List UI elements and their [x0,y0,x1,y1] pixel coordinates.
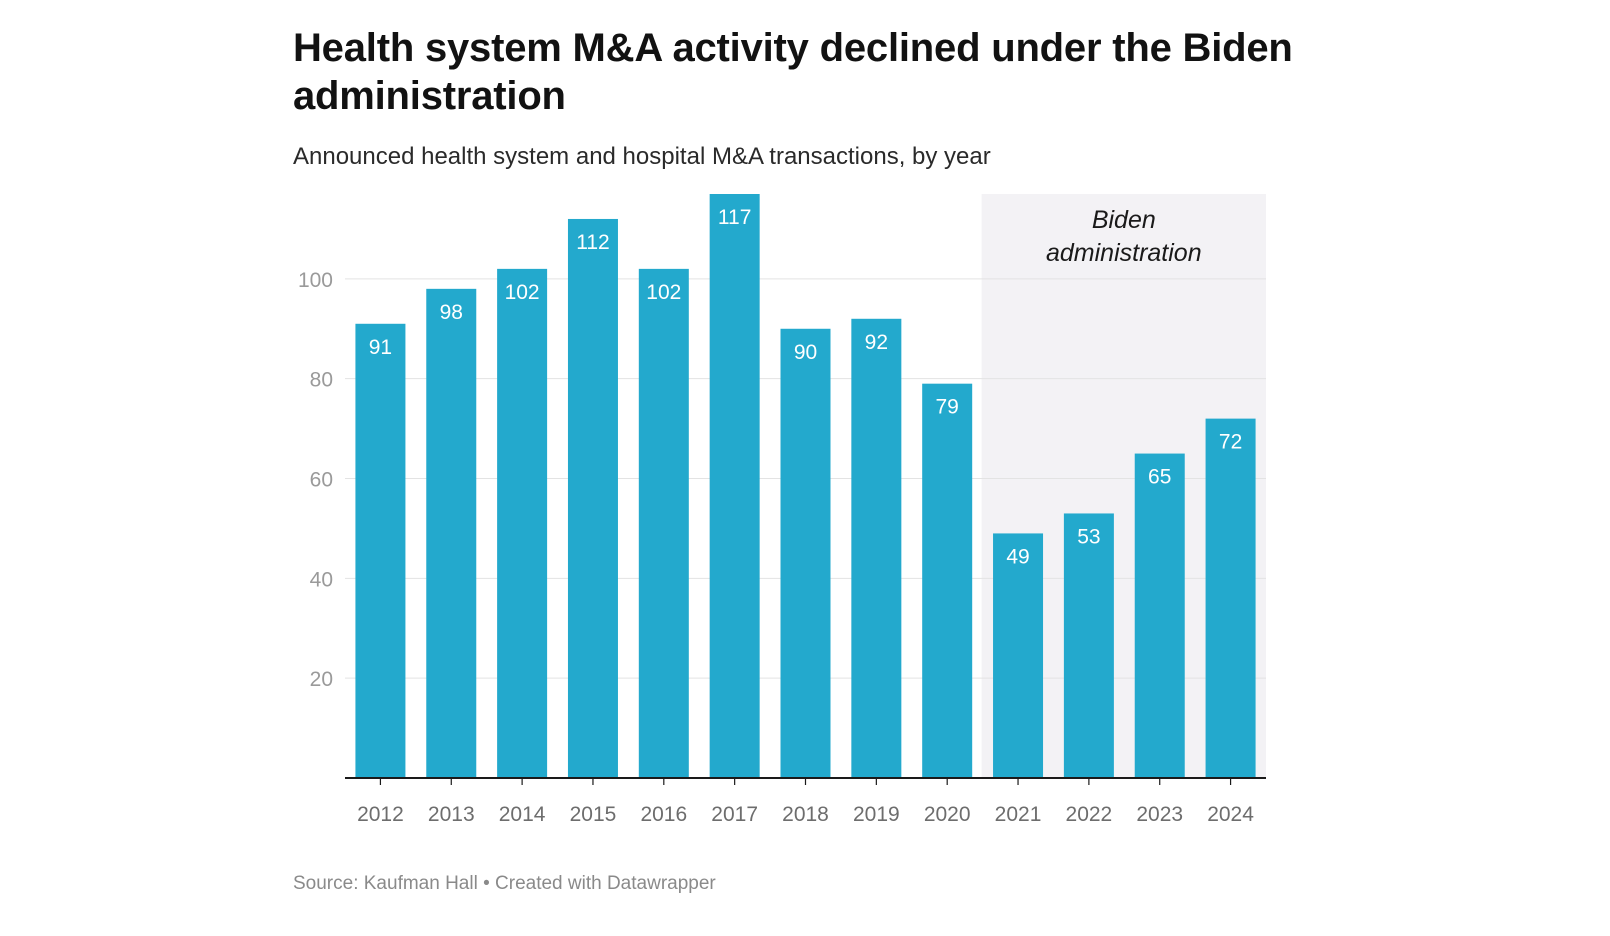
chart-subtitle: Announced health system and hospital M&A… [293,143,991,170]
y-tick-label: 20 [310,668,333,691]
bar-2024 [1205,418,1256,778]
bar-2018 [780,328,831,778]
bar-2014 [497,268,548,778]
bar-2020 [922,383,973,778]
biden-administration-label: administration [1046,239,1202,267]
x-tick-label: 2021 [995,803,1042,826]
bar-value-label: 49 [1006,545,1029,568]
y-tick-label: 100 [298,269,333,292]
bar-value-label: 91 [369,336,392,359]
biden-administration-label: Biden [1092,206,1156,234]
x-axis-labels: 2012 2013 2014 2015 2016 2017 2018 2019 2020 2021… [357,803,1254,826]
bar-2019 [851,318,902,778]
x-tick-label: 2022 [1066,803,1113,826]
bar-value-label: 92 [865,331,888,354]
x-tick-label: 2018 [782,803,829,826]
bar-value-label: 65 [1148,466,1171,489]
y-tick-label: 60 [310,469,333,492]
bar-value-labels: 91 98 102 112 102 117 90 92 79 49 53 65 72 [369,206,1243,568]
x-tick-label: 2015 [570,803,617,826]
x-tick-label: 2024 [1207,803,1254,826]
bar-value-label: 72 [1219,431,1242,454]
bar-2015 [567,218,618,778]
bar-value-label: 79 [936,396,959,419]
bar-2012 [355,323,406,778]
source-note: Source: Kaufman Hall • Created with Data… [293,873,716,894]
x-tick-label: 2016 [640,803,687,826]
bar-value-label: 102 [505,281,540,304]
y-axis-ticks: 20 40 60 80 100 [298,269,333,691]
x-tick-label: 2020 [924,803,971,826]
x-tick-label: 2013 [428,803,475,826]
x-tick-label: 2023 [1136,803,1183,826]
chart-title: Health system M&A activity declined unde… [293,26,1293,118]
bar-value-label: 90 [794,341,817,364]
x-tick-label: 2012 [357,803,404,826]
bar-value-label: 102 [646,281,681,304]
bars [355,194,1256,778]
x-axis [345,777,1266,785]
bar-value-label: 117 [718,206,751,229]
bar-value-label: 112 [576,231,609,254]
bar-2017 [709,194,760,778]
bar-2016 [638,268,689,778]
bar-2021 [993,533,1044,778]
bar-2013 [426,288,477,778]
x-tick-label: 2019 [853,803,900,826]
y-tick-label: 80 [310,369,333,392]
bar-value-label: 98 [440,301,463,324]
bar-value-label: 53 [1077,525,1100,548]
x-tick-label: 2017 [711,803,758,826]
bar-2023 [1134,453,1185,778]
y-tick-label: 40 [310,568,333,591]
x-tick-label: 2014 [499,803,546,826]
bar-2022 [1063,513,1114,778]
